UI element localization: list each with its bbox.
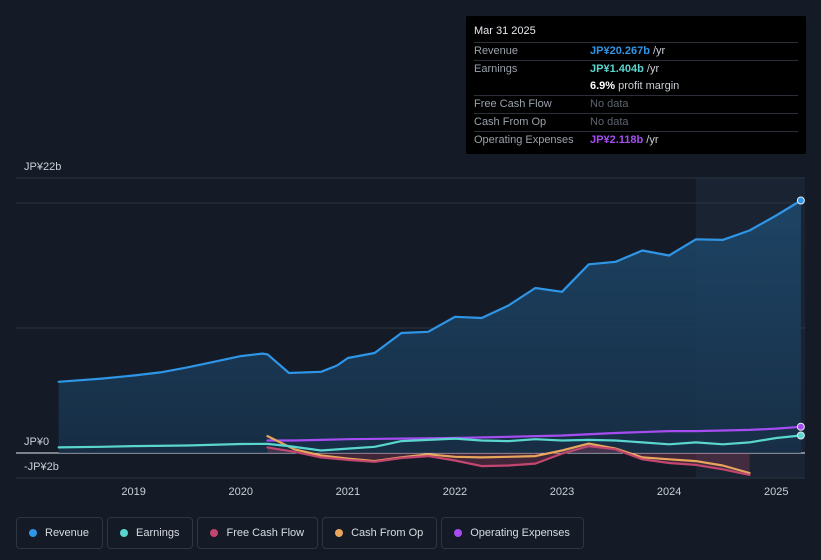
- tooltip-row: Cash From Op No data: [474, 113, 798, 131]
- x-tick-label: 2022: [443, 486, 467, 498]
- legend-dot-icon: [29, 529, 37, 537]
- legend-label: Revenue: [45, 527, 90, 539]
- x-tick-label: 2024: [657, 486, 681, 498]
- earnings-line: [57, 434, 802, 452]
- legend-label: Earnings: [136, 527, 180, 539]
- legend-item-free-cash-flow[interactable]: Free Cash Flow: [197, 517, 319, 549]
- tooltip-row-label: Earnings: [474, 63, 518, 75]
- series-fills: [58, 200, 801, 475]
- y-tick-label: -JP¥2b: [24, 461, 59, 473]
- tooltip-row-label: [474, 78, 590, 95]
- legend-label: Cash From Op: [351, 527, 424, 539]
- tooltip-row-label: Free Cash Flow: [474, 98, 552, 110]
- legend-dot-icon: [120, 529, 129, 537]
- tooltip-row-label: Cash From Op: [474, 116, 547, 128]
- free-cash-flow-line: [266, 445, 751, 476]
- data-tooltip: Mar 31 2025 Revenue JP¥20.267b /yr Earning…: [466, 16, 806, 154]
- tooltip-row: 6.9% profit margin: [474, 78, 798, 95]
- legend-item-cash-from-op[interactable]: Cash From Op: [322, 517, 438, 549]
- tooltip-row-value: No data: [590, 116, 629, 128]
- tooltip-row: Earnings JP¥1.404b /yr: [474, 60, 798, 78]
- legend-label: Operating Expenses: [470, 527, 570, 539]
- chart-legend: Revenue Earnings Free Cash Flow Cash From O…: [16, 517, 584, 549]
- tooltip-row-unit: /yr: [649, 45, 666, 57]
- tooltip-row-value: JP¥20.267b: [590, 45, 650, 57]
- tooltip-row-unit: /yr: [643, 63, 660, 75]
- tooltip-row-value: JP¥2.118b: [590, 134, 644, 146]
- tooltip-row: Operating Expenses JP¥2.118b /yr: [474, 131, 798, 149]
- legend-dot-icon: [210, 529, 219, 537]
- tooltip-row-value: 6.9%: [590, 80, 616, 92]
- legend-dot-icon: [335, 529, 344, 537]
- axis-ticks: JP¥22b JP¥0 -JP¥2b 2019 2020 2021 2022 2023 2024…: [24, 161, 788, 498]
- series-lines: [57, 196, 805, 476]
- x-tick-label: 2020: [229, 486, 253, 498]
- tooltip-row: Free Cash Flow No data: [474, 95, 798, 113]
- legend-label: Free Cash Flow: [226, 527, 305, 539]
- earnings-end-marker: [796, 431, 805, 440]
- x-tick-label: 2025: [764, 486, 788, 498]
- tooltip-row-label: Operating Expenses: [474, 134, 574, 146]
- chart-area: JP¥22b JP¥0 -JP¥2b 2019 2020 2021 2022 2023 2024…: [16, 161, 805, 498]
- x-tick-label: 2023: [550, 486, 574, 498]
- tooltip-row: Revenue JP¥20.267b /yr: [474, 42, 798, 60]
- y-tick-label: JP¥22b: [24, 161, 61, 173]
- operating-expenses-line: [266, 425, 802, 442]
- tooltip-row-unit: /yr: [643, 134, 659, 146]
- tooltip-row-label: Revenue: [474, 45, 519, 57]
- x-tick-label: 2021: [336, 486, 360, 498]
- revenue-end-marker: [796, 196, 805, 205]
- revenue-line: [57, 199, 802, 383]
- legend-dot-icon: [454, 529, 463, 537]
- revenue-area: [58, 200, 801, 453]
- legend-item-earnings[interactable]: Earnings: [107, 517, 194, 549]
- cash-from-op-line: [266, 435, 751, 475]
- legend-item-revenue[interactable]: Revenue: [16, 517, 104, 549]
- operating-expenses-end-marker: [796, 422, 805, 431]
- x-tick-label: 2019: [121, 486, 145, 498]
- tooltip-row-unit: profit margin: [615, 80, 680, 92]
- y-tick-label: JP¥0: [24, 436, 49, 448]
- legend-item-operating-expenses[interactable]: Operating Expenses: [441, 517, 584, 549]
- tooltip-row-value: JP¥1.404b: [590, 63, 644, 75]
- tooltip-row-value: No data: [590, 98, 629, 110]
- tooltip-date: Mar 31 2025: [474, 25, 536, 37]
